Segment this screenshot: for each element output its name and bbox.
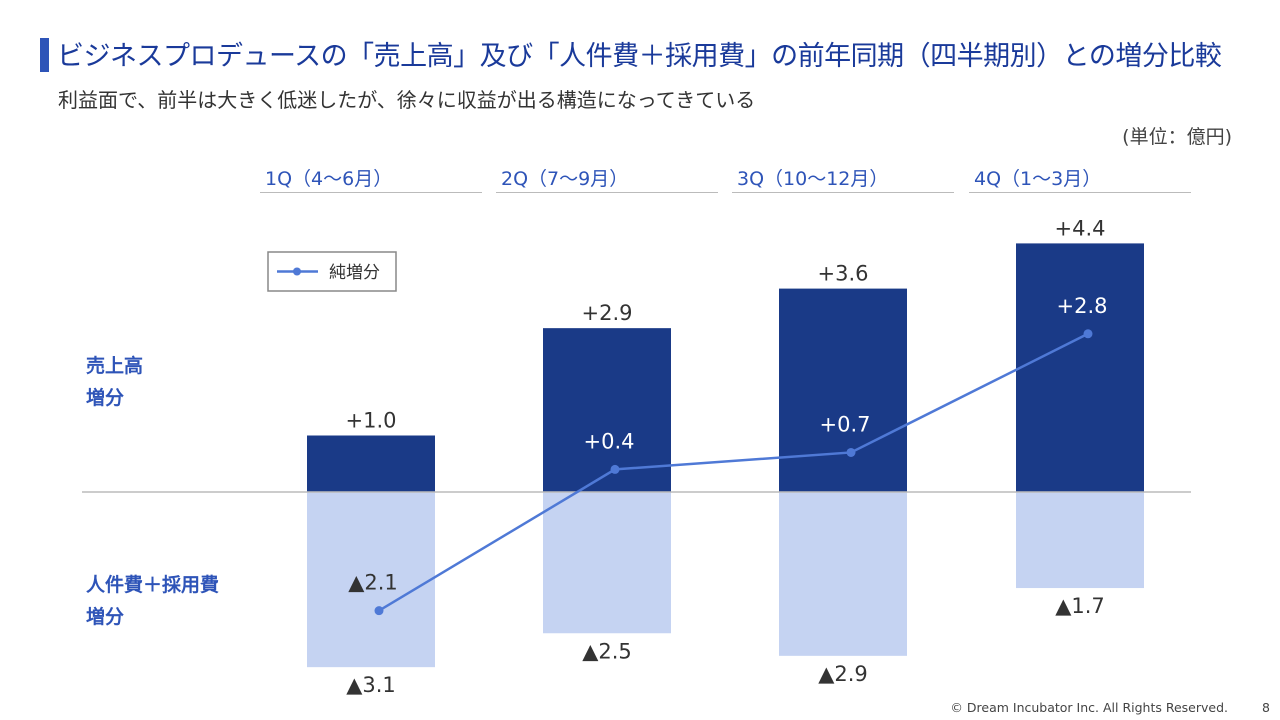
legend-point-swatch: [293, 267, 301, 276]
revenue-value-label: +1.0: [346, 409, 397, 433]
revenue-bar: [1016, 243, 1144, 492]
quarter-label: 2Q（7～9月）: [501, 168, 628, 190]
net-point: [610, 464, 620, 474]
cost-side-label-line1: 人件費＋採用費: [86, 574, 220, 596]
legend-label: 純増分: [329, 263, 380, 283]
cost-value-label: ▲2.9: [818, 662, 868, 686]
net-point: [1083, 329, 1093, 339]
revenue-value-label: +2.9: [582, 301, 633, 325]
net-value-label: +0.4: [584, 429, 635, 453]
cost-bar: [307, 492, 435, 668]
page-title: ビジネスプロデュースの「売上高」及び「人件費＋採用費」の前年同期（四半期別）との…: [57, 41, 1222, 72]
cost-value-label: ▲2.5: [582, 639, 632, 663]
quarter-label: 4Q（1～3月）: [974, 168, 1101, 190]
revenue-bar: [543, 328, 671, 492]
revenue-bar: [779, 288, 907, 492]
unit-label: (単位：億円): [1122, 126, 1232, 148]
net-point: [846, 447, 856, 457]
copyright-footer: © Dream Incubator Inc. All Rights Reserv…: [950, 700, 1228, 715]
revenue-value-label: +4.4: [1055, 216, 1106, 240]
net-value-label: +2.8: [1057, 294, 1108, 318]
page-subtitle: 利益面で、前半は大きく低迷したが、徐々に収益が出る構造になってきている: [58, 88, 756, 112]
net-value-label: ▲2.1: [348, 571, 398, 595]
revenue-side-label-line2: 増分: [86, 387, 125, 409]
cost-bar: [779, 492, 907, 656]
revenue-value-label: +3.6: [818, 262, 869, 286]
cost-side-label-line2: 増分: [86, 606, 125, 628]
quarter-label: 1Q（4～6月）: [265, 168, 392, 190]
net-point: [374, 606, 384, 616]
cost-value-label: ▲1.7: [1055, 594, 1105, 618]
revenue-side-label: 売上高 増分: [86, 350, 143, 414]
cost-bar: [1016, 492, 1144, 589]
cost-bar: [543, 492, 671, 634]
revenue-side-label-line1: 売上高: [86, 355, 144, 377]
cost-value-label: ▲3.1: [346, 673, 396, 697]
net-value-label: +0.7: [820, 412, 871, 436]
net-line: [378, 332, 1089, 612]
revenue-bar: [307, 435, 435, 492]
quarter-label: 3Q（10～12月）: [737, 168, 888, 190]
title-accent-bar: [40, 38, 49, 72]
page-number: 8: [1262, 700, 1270, 715]
cost-side-label: 人件費＋採用費 増分: [86, 569, 219, 633]
